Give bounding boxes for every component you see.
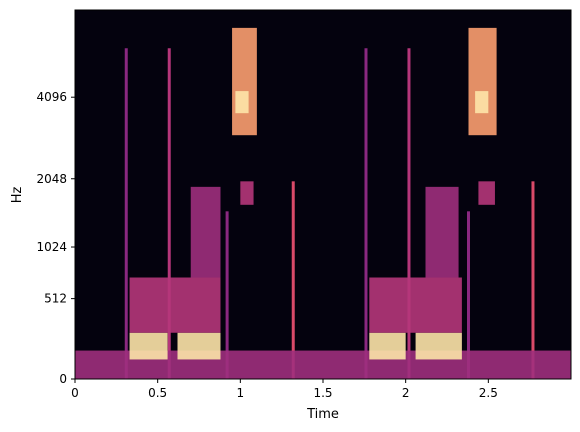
energy-region	[190, 186, 221, 278]
energy-region	[369, 332, 406, 360]
energy-region	[468, 27, 497, 136]
y-tick-label: 1024	[36, 240, 67, 254]
spectrogram-heatmap	[75, 10, 571, 379]
energy-region	[232, 27, 257, 136]
transient-line	[531, 181, 535, 379]
energy-region	[129, 277, 221, 333]
energy-region	[177, 332, 221, 360]
y-tick-label: 2048	[36, 172, 67, 186]
energy-region	[478, 181, 495, 205]
y-tick-label: 512	[44, 292, 67, 306]
y-axis-label: Hz	[10, 187, 25, 204]
y-tick-label: 4096	[36, 90, 67, 104]
plot-frame	[74, 9, 572, 380]
energy-region	[369, 277, 462, 333]
x-tick-label: 0.5	[148, 386, 167, 400]
transient-line	[466, 211, 470, 379]
x-axis-label: Time	[306, 407, 339, 422]
energy-region	[425, 186, 459, 278]
energy-region	[235, 91, 249, 114]
x-axis-ticks: 0 0.5 1 1.5 2 2.5	[71, 379, 498, 400]
x-tick-label: 2.5	[479, 386, 498, 400]
transient-line	[124, 48, 128, 379]
transient-line	[167, 48, 171, 379]
energy-region	[129, 332, 168, 360]
transient-line	[291, 181, 295, 379]
energy-region	[415, 332, 462, 360]
transient-line	[364, 48, 368, 379]
energy-region	[240, 181, 254, 205]
x-tick-label: 0	[71, 386, 79, 400]
x-tick-label: 1.5	[313, 386, 332, 400]
transient-line	[225, 211, 229, 379]
transient-line	[407, 48, 411, 379]
y-tick-label: 0	[59, 372, 67, 386]
y-axis-ticks: 0 512 1024 2048 4096	[36, 90, 75, 386]
energy-region	[475, 91, 489, 114]
x-tick-label: 1	[237, 386, 245, 400]
x-tick-label: 2	[402, 386, 410, 400]
